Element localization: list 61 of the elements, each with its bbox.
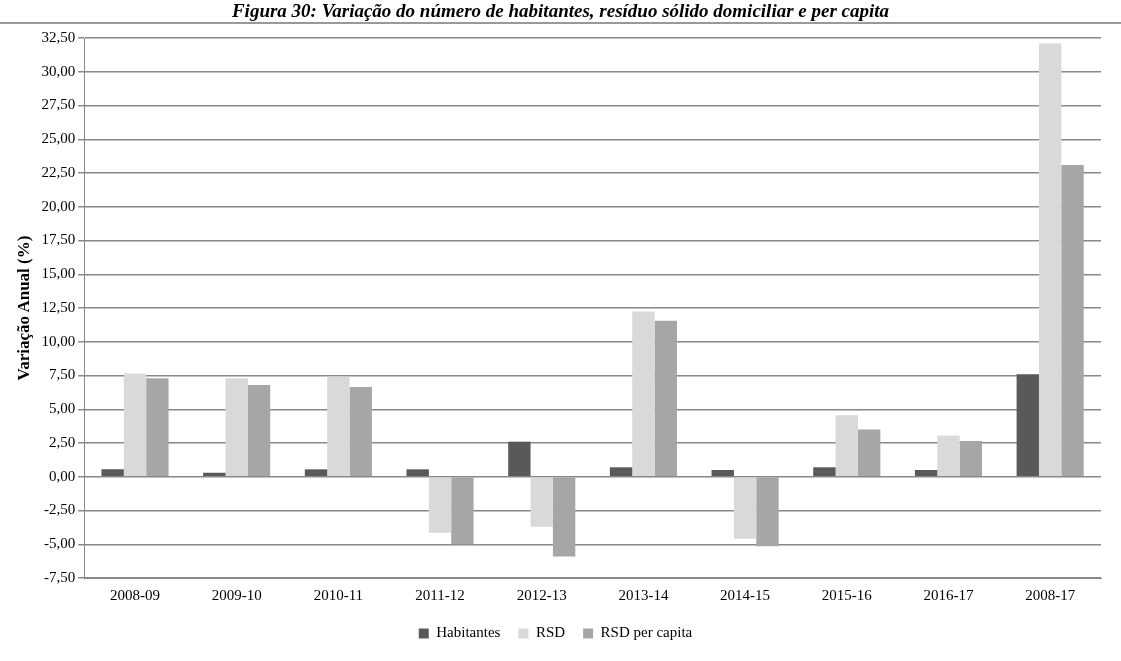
bar bbox=[247, 384, 271, 476]
bar bbox=[609, 467, 633, 476]
x-tick-label: 2008-09 bbox=[109, 586, 160, 603]
x-tick-label: 2015-16 bbox=[821, 586, 873, 603]
y-tick-label: 32,50 bbox=[41, 28, 76, 45]
bar bbox=[327, 376, 350, 476]
bar bbox=[959, 440, 983, 476]
bar bbox=[406, 469, 429, 476]
legend-label: RSD per capita bbox=[600, 624, 693, 641]
bar bbox=[733, 477, 757, 539]
y-tick-label: 2,50 bbox=[48, 433, 76, 450]
x-tick-label: 2010-11 bbox=[313, 586, 364, 603]
y-tick-label: -2,50 bbox=[43, 501, 76, 518]
y-tick-label: 7,50 bbox=[48, 366, 76, 383]
bar bbox=[914, 470, 938, 476]
y-tick-label: 25,00 bbox=[41, 130, 76, 147]
y-tick-label: 15,00 bbox=[41, 265, 76, 282]
y-tick-label: -7,50 bbox=[43, 568, 76, 585]
x-tick-label: 2012-13 bbox=[516, 586, 567, 603]
x-tick-label: 2008-17 bbox=[1025, 586, 1076, 603]
chart-title: Figura 30: Variação do número de habitantes, resíduo sólido domiciliar e per capita bbox=[0, 0, 1121, 24]
legend-label: RSD bbox=[535, 624, 566, 641]
bar bbox=[225, 378, 248, 476]
x-tick-label: 2014-15 bbox=[720, 586, 771, 603]
x-tick-label: 2013-14 bbox=[618, 586, 669, 603]
bar bbox=[711, 470, 734, 476]
bar bbox=[835, 415, 858, 476]
bar bbox=[1038, 43, 1062, 476]
bar bbox=[1061, 164, 1084, 476]
y-tick-label: -5,00 bbox=[43, 535, 76, 552]
bar bbox=[813, 467, 836, 476]
y-tick-label: 30,00 bbox=[41, 62, 76, 79]
bar bbox=[530, 477, 553, 527]
y-axis-title: Variação Anual (%) bbox=[13, 235, 33, 381]
bar bbox=[632, 311, 655, 476]
bar bbox=[101, 469, 124, 476]
bar bbox=[304, 469, 328, 476]
bar bbox=[146, 378, 169, 476]
y-tick-label: 17,50 bbox=[41, 231, 76, 248]
bar bbox=[654, 320, 677, 476]
bar bbox=[508, 441, 531, 476]
bar bbox=[756, 477, 779, 547]
bar bbox=[1016, 374, 1039, 476]
bar bbox=[937, 435, 960, 476]
x-tick-label: 2009-10 bbox=[211, 586, 262, 603]
y-tick-label: 22,50 bbox=[41, 163, 76, 180]
y-tick-label: 20,00 bbox=[41, 197, 76, 214]
x-tick-label: 2011-12 bbox=[415, 586, 465, 603]
y-tick-label: 10,00 bbox=[41, 332, 76, 349]
bar bbox=[428, 477, 452, 533]
legend-label: Habitantes bbox=[436, 624, 501, 641]
y-tick-label: 27,50 bbox=[41, 96, 76, 113]
bar bbox=[451, 477, 474, 545]
y-tick-label: 5,00 bbox=[48, 400, 76, 417]
x-tick-label: 2016-17 bbox=[923, 586, 974, 603]
bar bbox=[349, 386, 372, 476]
y-tick-label: 0,00 bbox=[48, 467, 76, 484]
y-tick-label: 12,50 bbox=[41, 298, 76, 315]
bar bbox=[857, 429, 881, 476]
bar bbox=[123, 373, 147, 476]
bar bbox=[552, 477, 576, 557]
